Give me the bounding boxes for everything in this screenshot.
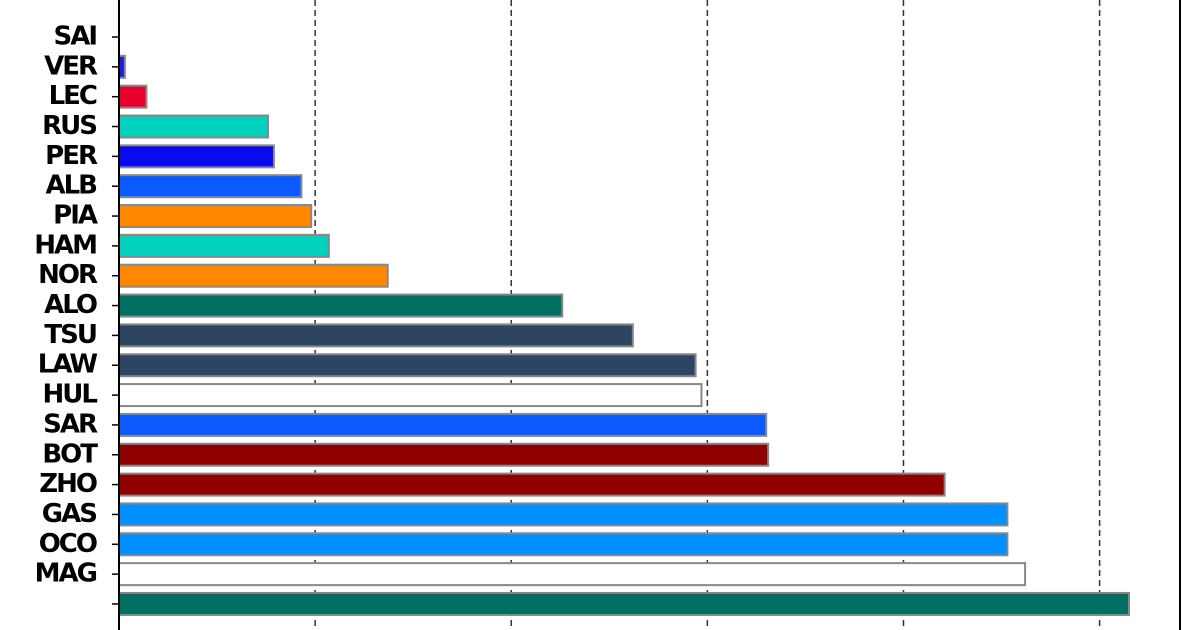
y-tick-label: TSU [44, 320, 96, 350]
bar [118, 412, 768, 437]
bar [118, 502, 1009, 527]
y-tick-label: HUL [43, 380, 98, 410]
bar [118, 383, 703, 408]
y-tick-label: GAS [42, 499, 96, 529]
y-tick-label: VER [44, 51, 98, 81]
y-tick-label: NOR [38, 260, 98, 290]
y-tick-label: MAG [35, 559, 97, 589]
y-tick-label: ZHO [39, 469, 97, 499]
bar [118, 263, 389, 288]
bar [118, 233, 330, 258]
y-tick-label: LAW [38, 350, 98, 380]
bar [118, 442, 770, 467]
bar [118, 144, 275, 169]
y-tick-label: LEC [49, 81, 97, 111]
y-tick-label: RUS [42, 111, 96, 141]
bar [118, 472, 946, 497]
y-tick-label: SAR [43, 409, 98, 439]
bar [118, 562, 1027, 587]
bar [118, 84, 148, 109]
y-tick-label: ALO [44, 290, 97, 320]
y-tick-label: PIA [53, 201, 98, 231]
bar [118, 204, 313, 229]
y-tick-label: BOT [42, 439, 98, 469]
bar [118, 114, 270, 139]
y-tick-label: HAM [34, 230, 96, 260]
bar [118, 591, 1131, 616]
y-tick-label: ALB [45, 171, 96, 201]
y-tick-label: OCO [39, 529, 97, 559]
bar [118, 353, 697, 378]
bar [118, 293, 564, 318]
y-tick-label: PER [45, 141, 98, 171]
y-tick-label: SAI [53, 22, 96, 52]
bar [118, 532, 1009, 557]
bar [118, 323, 634, 348]
bar [118, 174, 303, 199]
